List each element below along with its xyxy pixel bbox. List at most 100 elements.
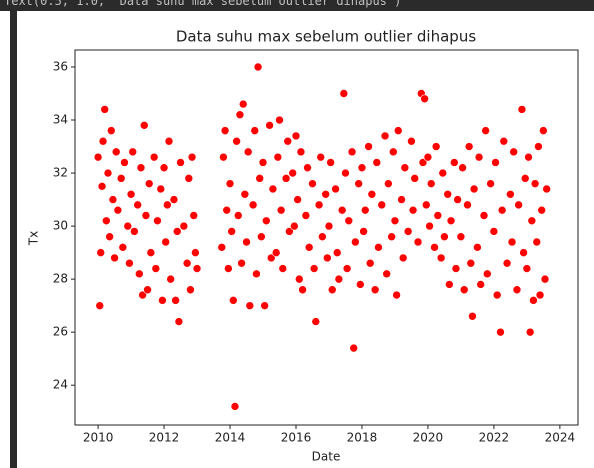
point: [507, 237, 517, 247]
point: [97, 182, 107, 191]
point: [113, 205, 123, 215]
point: [372, 158, 382, 167]
point: [242, 237, 251, 247]
chart-title: Data suhu max sebelum outlier dihapus: [176, 28, 476, 46]
y-tick-label: 34: [53, 113, 68, 127]
point: [387, 232, 396, 242]
point: [365, 258, 375, 268]
output-text: Text(0.5, 1.0, 'Data suhu max sebelum ou…: [4, 0, 402, 8]
y-tick-label: 28: [53, 272, 68, 286]
point: [525, 327, 535, 337]
point: [359, 227, 368, 236]
x-tick-label: 2020: [413, 431, 444, 445]
point: [316, 152, 326, 162]
point: [252, 269, 261, 279]
point: [253, 62, 263, 72]
point: [344, 216, 354, 226]
point: [308, 179, 317, 188]
point: [459, 285, 469, 295]
point: [342, 264, 352, 273]
point: [128, 147, 138, 157]
point: [400, 163, 410, 173]
point: [271, 248, 281, 257]
point: [311, 317, 321, 326]
point: [370, 285, 380, 295]
point: [118, 243, 128, 252]
point: [301, 211, 311, 220]
point: [535, 290, 545, 300]
point: [159, 163, 169, 173]
point: [374, 243, 383, 252]
point: [176, 158, 185, 167]
point: [321, 189, 330, 199]
point: [450, 158, 459, 167]
x-axis-label: Date: [312, 450, 341, 464]
x-tick-label: 2024: [545, 431, 576, 445]
point: [519, 248, 528, 257]
point: [339, 89, 349, 98]
point: [171, 296, 180, 305]
point: [285, 227, 294, 236]
x-tick-label: 2010: [83, 431, 114, 445]
point: [182, 258, 192, 268]
point: [334, 274, 344, 284]
point: [357, 163, 367, 173]
y-tick-label: 26: [53, 325, 68, 339]
point: [95, 301, 105, 310]
point: [463, 200, 472, 210]
point: [332, 248, 342, 257]
point: [156, 184, 166, 194]
point: [529, 296, 538, 305]
point: [436, 253, 446, 263]
point: [110, 253, 119, 263]
point: [96, 248, 106, 257]
point: [486, 179, 495, 188]
point: [232, 136, 241, 146]
x-tick-label: 2016: [281, 431, 312, 445]
point: [537, 205, 547, 215]
point: [243, 147, 253, 157]
y-tick-label: 30: [53, 219, 68, 233]
point: [530, 179, 540, 188]
point: [151, 264, 161, 273]
point: [138, 290, 147, 300]
point: [323, 253, 332, 263]
point: [421, 200, 431, 210]
point: [420, 94, 429, 104]
point: [496, 327, 505, 337]
point: [227, 227, 236, 236]
x-tick-label: 2022: [479, 431, 510, 445]
point: [524, 152, 533, 162]
point: [527, 216, 537, 226]
point: [512, 285, 522, 295]
point: [397, 195, 406, 204]
point: [453, 195, 462, 204]
point: [278, 264, 288, 273]
point: [141, 211, 151, 220]
point: [245, 301, 255, 310]
point: [393, 126, 403, 135]
point: [149, 152, 159, 162]
point: [469, 184, 479, 194]
point: [303, 163, 312, 173]
point: [281, 174, 291, 183]
point: [125, 258, 134, 268]
point: [288, 168, 297, 178]
point: [296, 147, 306, 157]
point: [327, 285, 337, 295]
point: [443, 189, 453, 199]
point: [356, 280, 365, 289]
point: [466, 258, 476, 268]
point: [240, 189, 250, 199]
point: [360, 205, 370, 215]
point: [492, 290, 502, 300]
point: [502, 258, 512, 268]
point: [509, 147, 518, 157]
y-tick-label: 32: [53, 166, 68, 180]
point: [126, 189, 136, 199]
point: [111, 147, 121, 157]
y-axis-label: Tx: [27, 231, 41, 246]
point: [351, 237, 360, 247]
x-tick-label: 2014: [215, 431, 246, 445]
point: [192, 264, 202, 273]
